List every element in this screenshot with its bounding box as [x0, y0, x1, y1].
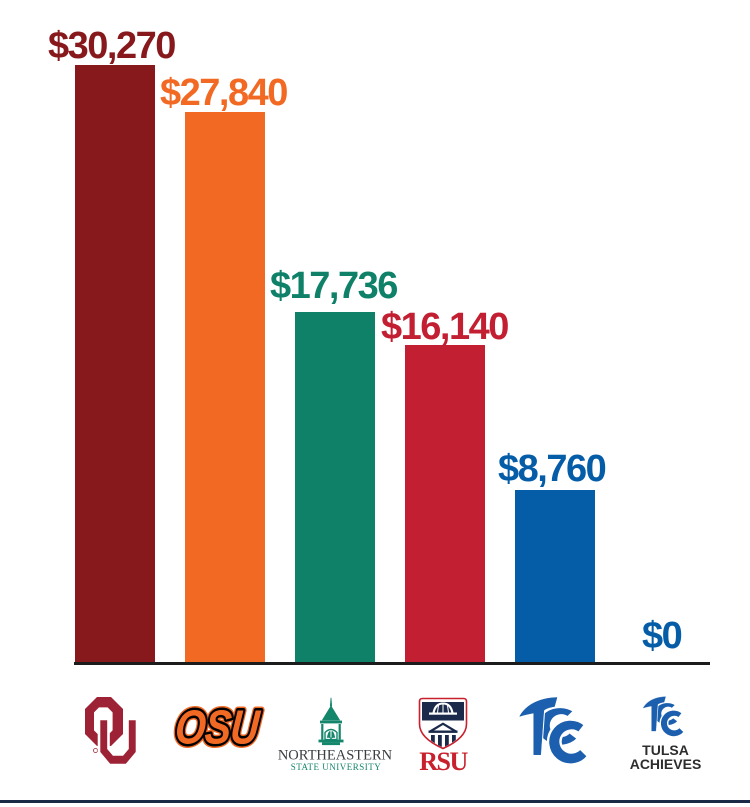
svg-text:RSU: RSU — [419, 747, 468, 774]
svg-text:OSU: OSU — [173, 701, 262, 754]
svg-text:NORTHEASTERN: NORTHEASTERN — [278, 748, 393, 764]
svg-text:OSU: OSU — [173, 701, 262, 754]
svg-text:STATE UNIVERSITY: STATE UNIVERSITY — [291, 762, 382, 772]
